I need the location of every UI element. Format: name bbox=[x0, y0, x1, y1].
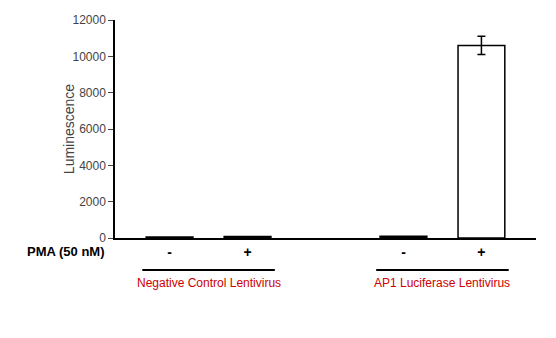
svg-text:6000: 6000 bbox=[79, 122, 106, 136]
svg-text:12000: 12000 bbox=[72, 13, 106, 27]
svg-text:0: 0 bbox=[99, 231, 106, 245]
svg-text:PMA (50 nM): PMA (50 nM) bbox=[27, 244, 105, 259]
svg-text:Luminescence: Luminescence bbox=[61, 84, 77, 174]
svg-text:2000: 2000 bbox=[79, 195, 106, 209]
svg-text:+: + bbox=[243, 244, 251, 260]
svg-text:-: - bbox=[401, 244, 406, 260]
svg-text:AP1 Luciferase Lentivirus: AP1 Luciferase Lentivirus bbox=[374, 276, 510, 290]
svg-text:-: - bbox=[167, 244, 172, 260]
svg-text:8000: 8000 bbox=[79, 86, 106, 100]
svg-text:10000: 10000 bbox=[72, 50, 106, 64]
svg-text:Negative Control Lentivirus: Negative Control Lentivirus bbox=[137, 276, 281, 290]
svg-text:4000: 4000 bbox=[79, 159, 106, 173]
svg-text:+: + bbox=[477, 244, 485, 260]
